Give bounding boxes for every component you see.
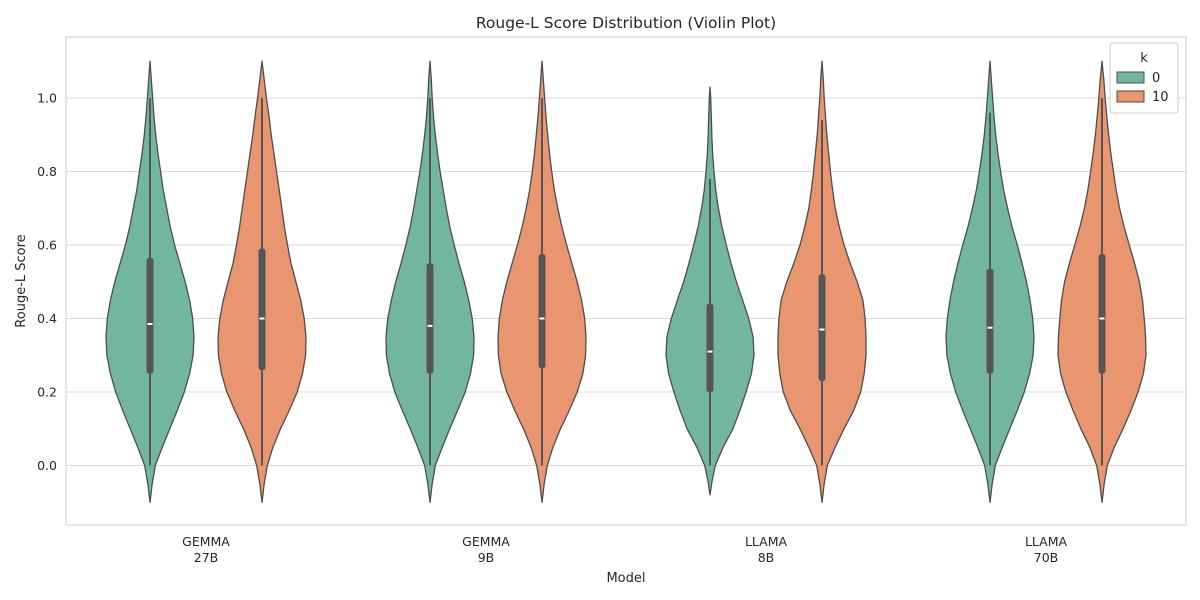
x-tick-label: 9B	[478, 550, 495, 565]
x-tick-label: GEMMA	[462, 534, 510, 549]
legend-items: 010	[1116, 71, 1169, 105]
violin-iqr-box	[818, 274, 826, 381]
y-tick-label: 0.8	[37, 164, 57, 179]
legend-swatch	[1116, 90, 1145, 103]
y-tick-label: 1.0	[37, 91, 57, 106]
y-axis-label: Rouge-L Score	[14, 234, 29, 327]
y-tick-label: 0.0	[37, 458, 57, 473]
violin-median-marker	[819, 328, 825, 331]
violin-iqr-box	[1098, 254, 1106, 374]
violin-iqr-box	[706, 303, 714, 392]
violin-median-marker	[259, 317, 265, 320]
chart-title: Rouge-L Score Distribution (Violin Plot)	[476, 14, 776, 32]
violin-median-marker	[539, 317, 545, 320]
legend-label: 10	[1152, 90, 1169, 105]
y-tick-labels: 0.0 0.2 0.4 0.6 0.8 1.0	[37, 91, 57, 474]
violin-iqr-box	[258, 248, 266, 370]
legend-title: k	[1140, 51, 1148, 66]
x-tick-label: GEMMA	[182, 534, 230, 549]
x-tick-label: 27B	[194, 550, 218, 565]
y-tick-label: 0.2	[37, 385, 57, 400]
violin-median-marker	[1099, 317, 1105, 320]
violins	[105, 60, 1147, 503]
x-tick-label: 8B	[758, 550, 775, 565]
legend-label: 0	[1152, 71, 1160, 86]
violin-iqr-box	[986, 268, 994, 374]
violin-median-marker	[427, 324, 433, 327]
x-axis-label: Model	[606, 571, 645, 586]
y-tick-label: 0.6	[37, 238, 57, 253]
violin-iqr-box	[426, 263, 434, 374]
violin-median-marker	[987, 326, 993, 329]
legend: k 010	[1109, 42, 1179, 114]
legend-swatch	[1116, 71, 1145, 84]
y-tick-label: 0.4	[37, 311, 57, 326]
plot-frame	[65, 36, 1187, 526]
violin-iqr-box	[538, 254, 546, 369]
violin-median-marker	[707, 350, 713, 353]
x-tick-label: 70B	[1034, 550, 1058, 565]
x-tick-label: LLAMA	[1025, 534, 1068, 549]
violin-median-marker	[147, 323, 153, 326]
x-tick-label: LLAMA	[745, 534, 788, 549]
violin-iqr-box	[146, 257, 154, 374]
